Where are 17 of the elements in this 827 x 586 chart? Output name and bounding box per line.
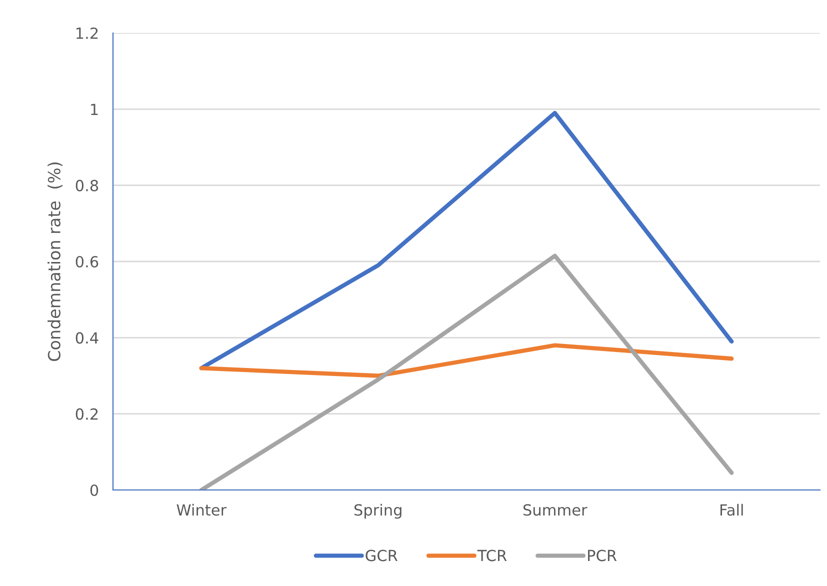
x-tick-label: Summer bbox=[523, 504, 588, 516]
x-tick-label: Spring bbox=[354, 504, 402, 519]
y-tick-label: 0.4 bbox=[76, 332, 98, 344]
y-tick-label: 1.2 bbox=[76, 27, 98, 39]
y-tick-label: 0 bbox=[90, 484, 98, 496]
x-tick-label: Fall bbox=[720, 504, 743, 516]
line-series bbox=[199, 254, 734, 490]
y-tick-label: 1 bbox=[91, 104, 98, 115]
legend-label: TCR bbox=[477, 550, 507, 562]
legend-label: PCR bbox=[588, 550, 617, 562]
x-tick-label: Winter bbox=[176, 504, 227, 516]
y-tick-label: 0.6 bbox=[76, 256, 98, 268]
y-tick-label: 0.2 bbox=[76, 408, 98, 420]
line-series bbox=[199, 343, 734, 378]
y-axis-title: Condemnation rate (%) bbox=[48, 162, 62, 361]
y-tick-label: 0.8 bbox=[76, 180, 98, 192]
legend-label: GCR bbox=[366, 550, 398, 562]
